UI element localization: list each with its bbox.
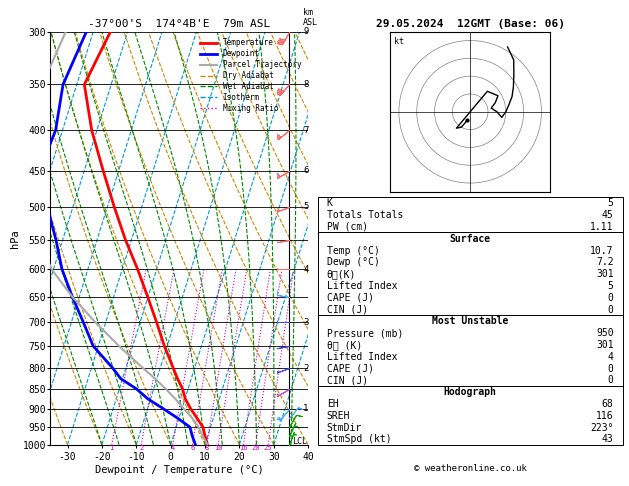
Bar [318, 197, 623, 232]
Text: Lifted Index: Lifted Index [327, 352, 398, 362]
Text: 2: 2 [139, 445, 143, 451]
Text: 3: 3 [303, 318, 309, 327]
Text: 301: 301 [596, 340, 613, 350]
Text: 68: 68 [602, 399, 613, 409]
Text: 6: 6 [303, 166, 309, 175]
Legend: Temperature, Dewpoint, Parcel Trajectory, Dry Adiabat, Wet Adiabat, Isotherm, Mi: Temperature, Dewpoint, Parcel Trajectory… [197, 35, 304, 116]
Text: Hodograph: Hodograph [443, 387, 497, 397]
Text: 20: 20 [252, 445, 260, 451]
Text: 10: 10 [214, 445, 223, 451]
Title: -37°00'S  174°4B'E  79m ASL: -37°00'S 174°4B'E 79m ASL [88, 19, 270, 30]
Text: CAPE (J): CAPE (J) [327, 293, 374, 303]
Text: 6: 6 [190, 445, 194, 451]
Text: Surface: Surface [450, 234, 491, 244]
Text: 116: 116 [596, 411, 613, 421]
Bar [318, 386, 623, 445]
Text: Lifted Index: Lifted Index [327, 281, 398, 291]
Text: 45: 45 [602, 210, 613, 220]
Text: 4: 4 [608, 352, 613, 362]
Text: LCL: LCL [292, 437, 307, 446]
Text: km
ASL: km ASL [303, 8, 318, 27]
Text: 5: 5 [303, 202, 309, 211]
Bar [318, 315, 623, 386]
Text: 4: 4 [170, 445, 175, 451]
Text: EH: EH [327, 399, 338, 409]
Text: 950: 950 [596, 328, 613, 338]
Text: 0: 0 [608, 293, 613, 303]
Text: Pressure (mb): Pressure (mb) [327, 328, 403, 338]
Text: 4: 4 [303, 265, 309, 274]
Text: 0: 0 [608, 364, 613, 374]
Text: 0: 0 [608, 375, 613, 385]
Text: 0: 0 [608, 305, 613, 314]
Text: 223°: 223° [590, 422, 613, 433]
Text: 7.2: 7.2 [596, 257, 613, 267]
Text: StmSpd (kt): StmSpd (kt) [327, 434, 391, 444]
Text: Totals Totals: Totals Totals [327, 210, 403, 220]
Text: 8: 8 [204, 445, 209, 451]
Text: 5: 5 [608, 198, 613, 208]
Text: 29.05.2024  12GMT (Base: 06): 29.05.2024 12GMT (Base: 06) [376, 19, 565, 29]
Text: 301: 301 [596, 269, 613, 279]
Text: 1: 1 [303, 404, 309, 413]
Text: θᴄ(K): θᴄ(K) [327, 269, 356, 279]
Text: 1.11: 1.11 [590, 222, 613, 232]
Text: PW (cm): PW (cm) [327, 222, 368, 232]
Text: SREH: SREH [327, 411, 350, 421]
Text: θᴄ (K): θᴄ (K) [327, 340, 362, 350]
X-axis label: Dewpoint / Temperature (°C): Dewpoint / Temperature (°C) [95, 465, 264, 475]
Text: kt: kt [394, 37, 404, 46]
Text: Dewp (°C): Dewp (°C) [327, 257, 380, 267]
Text: 1: 1 [109, 445, 114, 451]
Text: 43: 43 [602, 434, 613, 444]
Text: CAPE (J): CAPE (J) [327, 364, 374, 374]
Text: 9: 9 [303, 27, 309, 36]
Text: Most Unstable: Most Unstable [432, 316, 508, 327]
Text: 5: 5 [608, 281, 613, 291]
Text: 2: 2 [303, 364, 309, 373]
Y-axis label: hPa: hPa [10, 229, 20, 247]
Text: 25: 25 [264, 445, 272, 451]
Text: 8: 8 [303, 80, 309, 89]
Text: © weatheronline.co.uk: © weatheronline.co.uk [414, 464, 526, 473]
Text: 16: 16 [239, 445, 248, 451]
Text: 7: 7 [303, 126, 309, 135]
Text: K: K [327, 198, 333, 208]
Text: CIN (J): CIN (J) [327, 375, 368, 385]
Text: CIN (J): CIN (J) [327, 305, 368, 314]
Text: StmDir: StmDir [327, 422, 362, 433]
Bar [318, 232, 623, 315]
Text: 10.7: 10.7 [590, 245, 613, 256]
Text: Temp (°C): Temp (°C) [327, 245, 380, 256]
